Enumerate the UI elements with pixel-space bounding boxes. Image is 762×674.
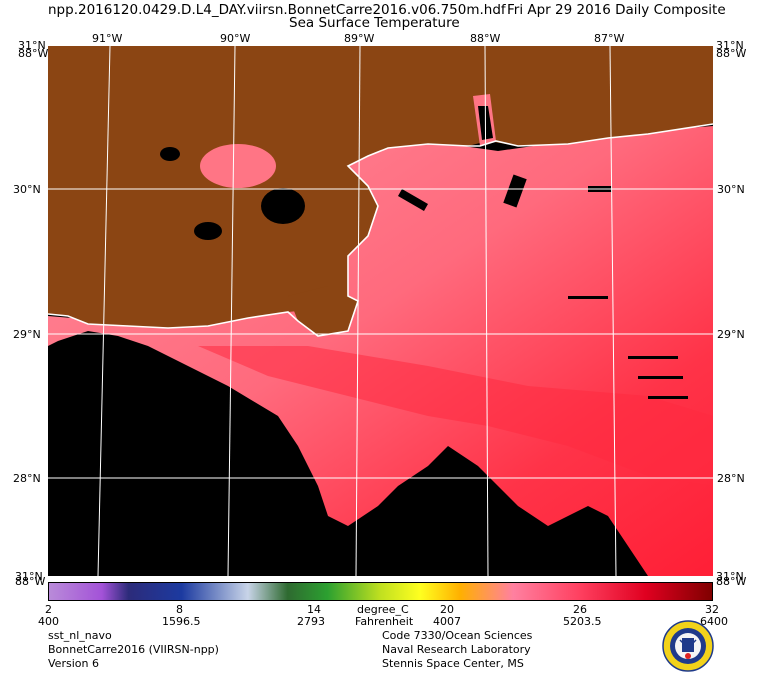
lat-label-left: 28°N — [13, 472, 41, 485]
corner-lat-bottom-left: 31°N — [15, 570, 43, 583]
lat-label-right: 30°N — [717, 183, 745, 196]
lon-label: 90°W — [220, 32, 251, 45]
lat-label-left: 30°N — [13, 183, 41, 196]
inland-lake — [194, 222, 222, 240]
celsius-tick: 8 — [176, 603, 183, 616]
fahrenheit-tick: 1596.5 — [162, 615, 201, 628]
celsius-tick: 26 — [573, 603, 587, 616]
land-area — [48, 46, 713, 328]
lat-label-right: 28°N — [717, 472, 745, 485]
product-name: sst_nl_navo — [48, 629, 112, 642]
sst-map — [48, 46, 713, 576]
celsius-tick: 32 — [705, 603, 719, 616]
unit-celsius: degree_C — [357, 603, 409, 616]
corner-lat-bottom-right: 31°N — [716, 570, 744, 583]
color-bar — [48, 582, 713, 601]
land-delta — [288, 286, 358, 336]
sst-warm-band — [198, 346, 713, 486]
lon-label: 87°W — [594, 32, 625, 45]
fahrenheit-tick: 400 — [38, 615, 59, 628]
fahrenheit-tick: 2793 — [297, 615, 325, 628]
corner-lon-bottom-right: 88°W — [716, 575, 747, 588]
celsius-tick: 14 — [307, 603, 321, 616]
lon-label: 88°W — [470, 32, 501, 45]
fahrenheit-tick: 5203.5 — [563, 615, 602, 628]
lon-label: 91°W — [92, 32, 123, 45]
product-title: Sea Surface Temperature — [289, 15, 460, 31]
region-name: BonnetCarre2016 (VIIRSN-npp) — [48, 643, 219, 656]
corner-lon-bottom-left: 88°W — [15, 575, 46, 588]
fahrenheit-tick: 4007 — [433, 615, 461, 628]
corner-lat-top-right: 31°N — [716, 39, 744, 52]
corner-lat-top-left: 31°N — [18, 39, 46, 52]
lake-maurepas — [160, 147, 180, 161]
lat-label-right: 29°N — [717, 328, 745, 341]
celsius-tick: 2 — [45, 603, 52, 616]
org-code: Code 7330/Ocean Sciences — [382, 629, 533, 642]
version-label: Version 6 — [48, 657, 99, 670]
lon-label: 89°W — [344, 32, 375, 45]
unit-fahrenheit: Fahrenheit — [355, 615, 414, 628]
fahrenheit-tick: 6400 — [700, 615, 728, 628]
corner-lon-top-left: 88°W — [18, 47, 49, 60]
inland-lake — [261, 188, 305, 224]
org-location: Stennis Space Center, MS — [382, 657, 524, 670]
lat-label-left: 29°N — [13, 328, 41, 341]
composite-date: Fri Apr 29 2016 Daily Composite — [507, 2, 726, 18]
celsius-tick: 20 — [440, 603, 454, 616]
corner-lon-top-right: 88°W — [716, 47, 747, 60]
sst-field — [48, 126, 713, 576]
file-name: npp.2016120.0429.D.L4_DAY.viirsn.BonnetC… — [48, 2, 506, 18]
org-name: Naval Research Laboratory — [382, 643, 531, 656]
coastline — [48, 123, 713, 337]
graticule — [48, 46, 713, 576]
nrl-seal-logo — [662, 620, 714, 672]
lake-pontchartrain — [200, 144, 276, 188]
